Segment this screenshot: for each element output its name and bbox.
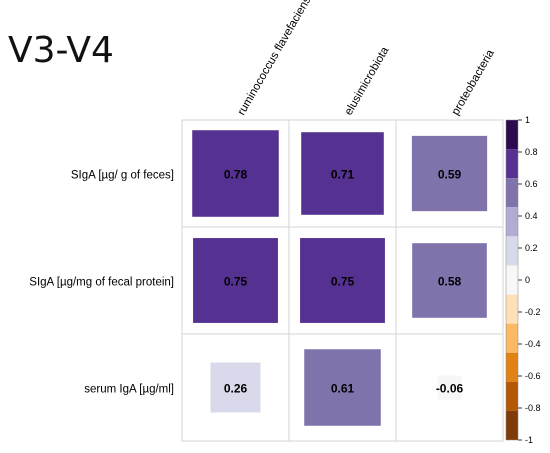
- column-label: proteobacteria: [450, 47, 497, 117]
- heatmap-cell: [301, 132, 384, 215]
- colorbar-segment: [506, 207, 518, 237]
- cell-value-label: -0.06: [436, 382, 464, 396]
- column-label: ruminococcus flavefaciens: [236, 0, 314, 118]
- colorbar-segment: [506, 265, 518, 295]
- colorbar-tick-label: -1: [525, 435, 533, 445]
- colorbar-tick-label: -0.2: [525, 307, 541, 317]
- colorbar-segment: [506, 149, 518, 179]
- heatmap-cell: [437, 375, 462, 400]
- cell-value-label: 0.75: [224, 275, 248, 289]
- colorbar-segment: [506, 294, 518, 324]
- colorbar-tick-label: 0.6: [525, 179, 538, 189]
- colorbar-tick-label: -0.6: [525, 371, 541, 381]
- colorbar-segment: [506, 323, 518, 353]
- colorbar-tick-label: 0.4: [525, 211, 538, 221]
- colorbar-tick-label: 0.2: [525, 243, 538, 253]
- colorbar-tick-label: 0.8: [525, 147, 538, 157]
- colorbar-segment: [506, 381, 518, 411]
- cell-value-label: 0.58: [438, 275, 462, 289]
- heatmap-cell: [411, 135, 488, 212]
- colorbar-tick-label: -0.4: [525, 339, 541, 349]
- column-label: elusimicrobiota: [343, 45, 392, 118]
- heatmap-cell: [412, 243, 487, 318]
- colorbar-segment: [506, 120, 518, 150]
- row-label: SIgA [µg/mg of fecal protein]: [29, 277, 174, 289]
- colorbar-segment: [506, 352, 518, 382]
- colorbar-segment: [506, 178, 518, 208]
- colorbar-tick-label: -0.8: [525, 403, 541, 413]
- heatmap-cell: [192, 130, 279, 217]
- heatmap-cell: [193, 238, 278, 323]
- cell-value-label: 0.59: [438, 168, 462, 182]
- colorbar-tick-label: 0: [525, 275, 530, 285]
- cell-value-label: 0.75: [331, 275, 355, 289]
- cell-value-label: 0.78: [224, 168, 248, 182]
- colorbar-tick-label: 1: [525, 115, 530, 125]
- heatmap-cell: [210, 362, 261, 413]
- colorbar-segment: [506, 410, 518, 440]
- cell-value-label: 0.26: [224, 382, 248, 396]
- cell-value-label: 0.61: [331, 382, 355, 396]
- row-label: serum IgA [µg/ml]: [84, 384, 174, 396]
- colorbar-segment: [506, 236, 518, 266]
- heatmap-cell: [304, 349, 381, 426]
- cell-value-label: 0.71: [331, 168, 355, 182]
- grid-frame: [181, 119, 504, 442]
- row-label: SIgA [µg/ g of feces]: [71, 170, 174, 182]
- page-title: V3-V4: [8, 30, 114, 71]
- heatmap-cell: [300, 238, 385, 323]
